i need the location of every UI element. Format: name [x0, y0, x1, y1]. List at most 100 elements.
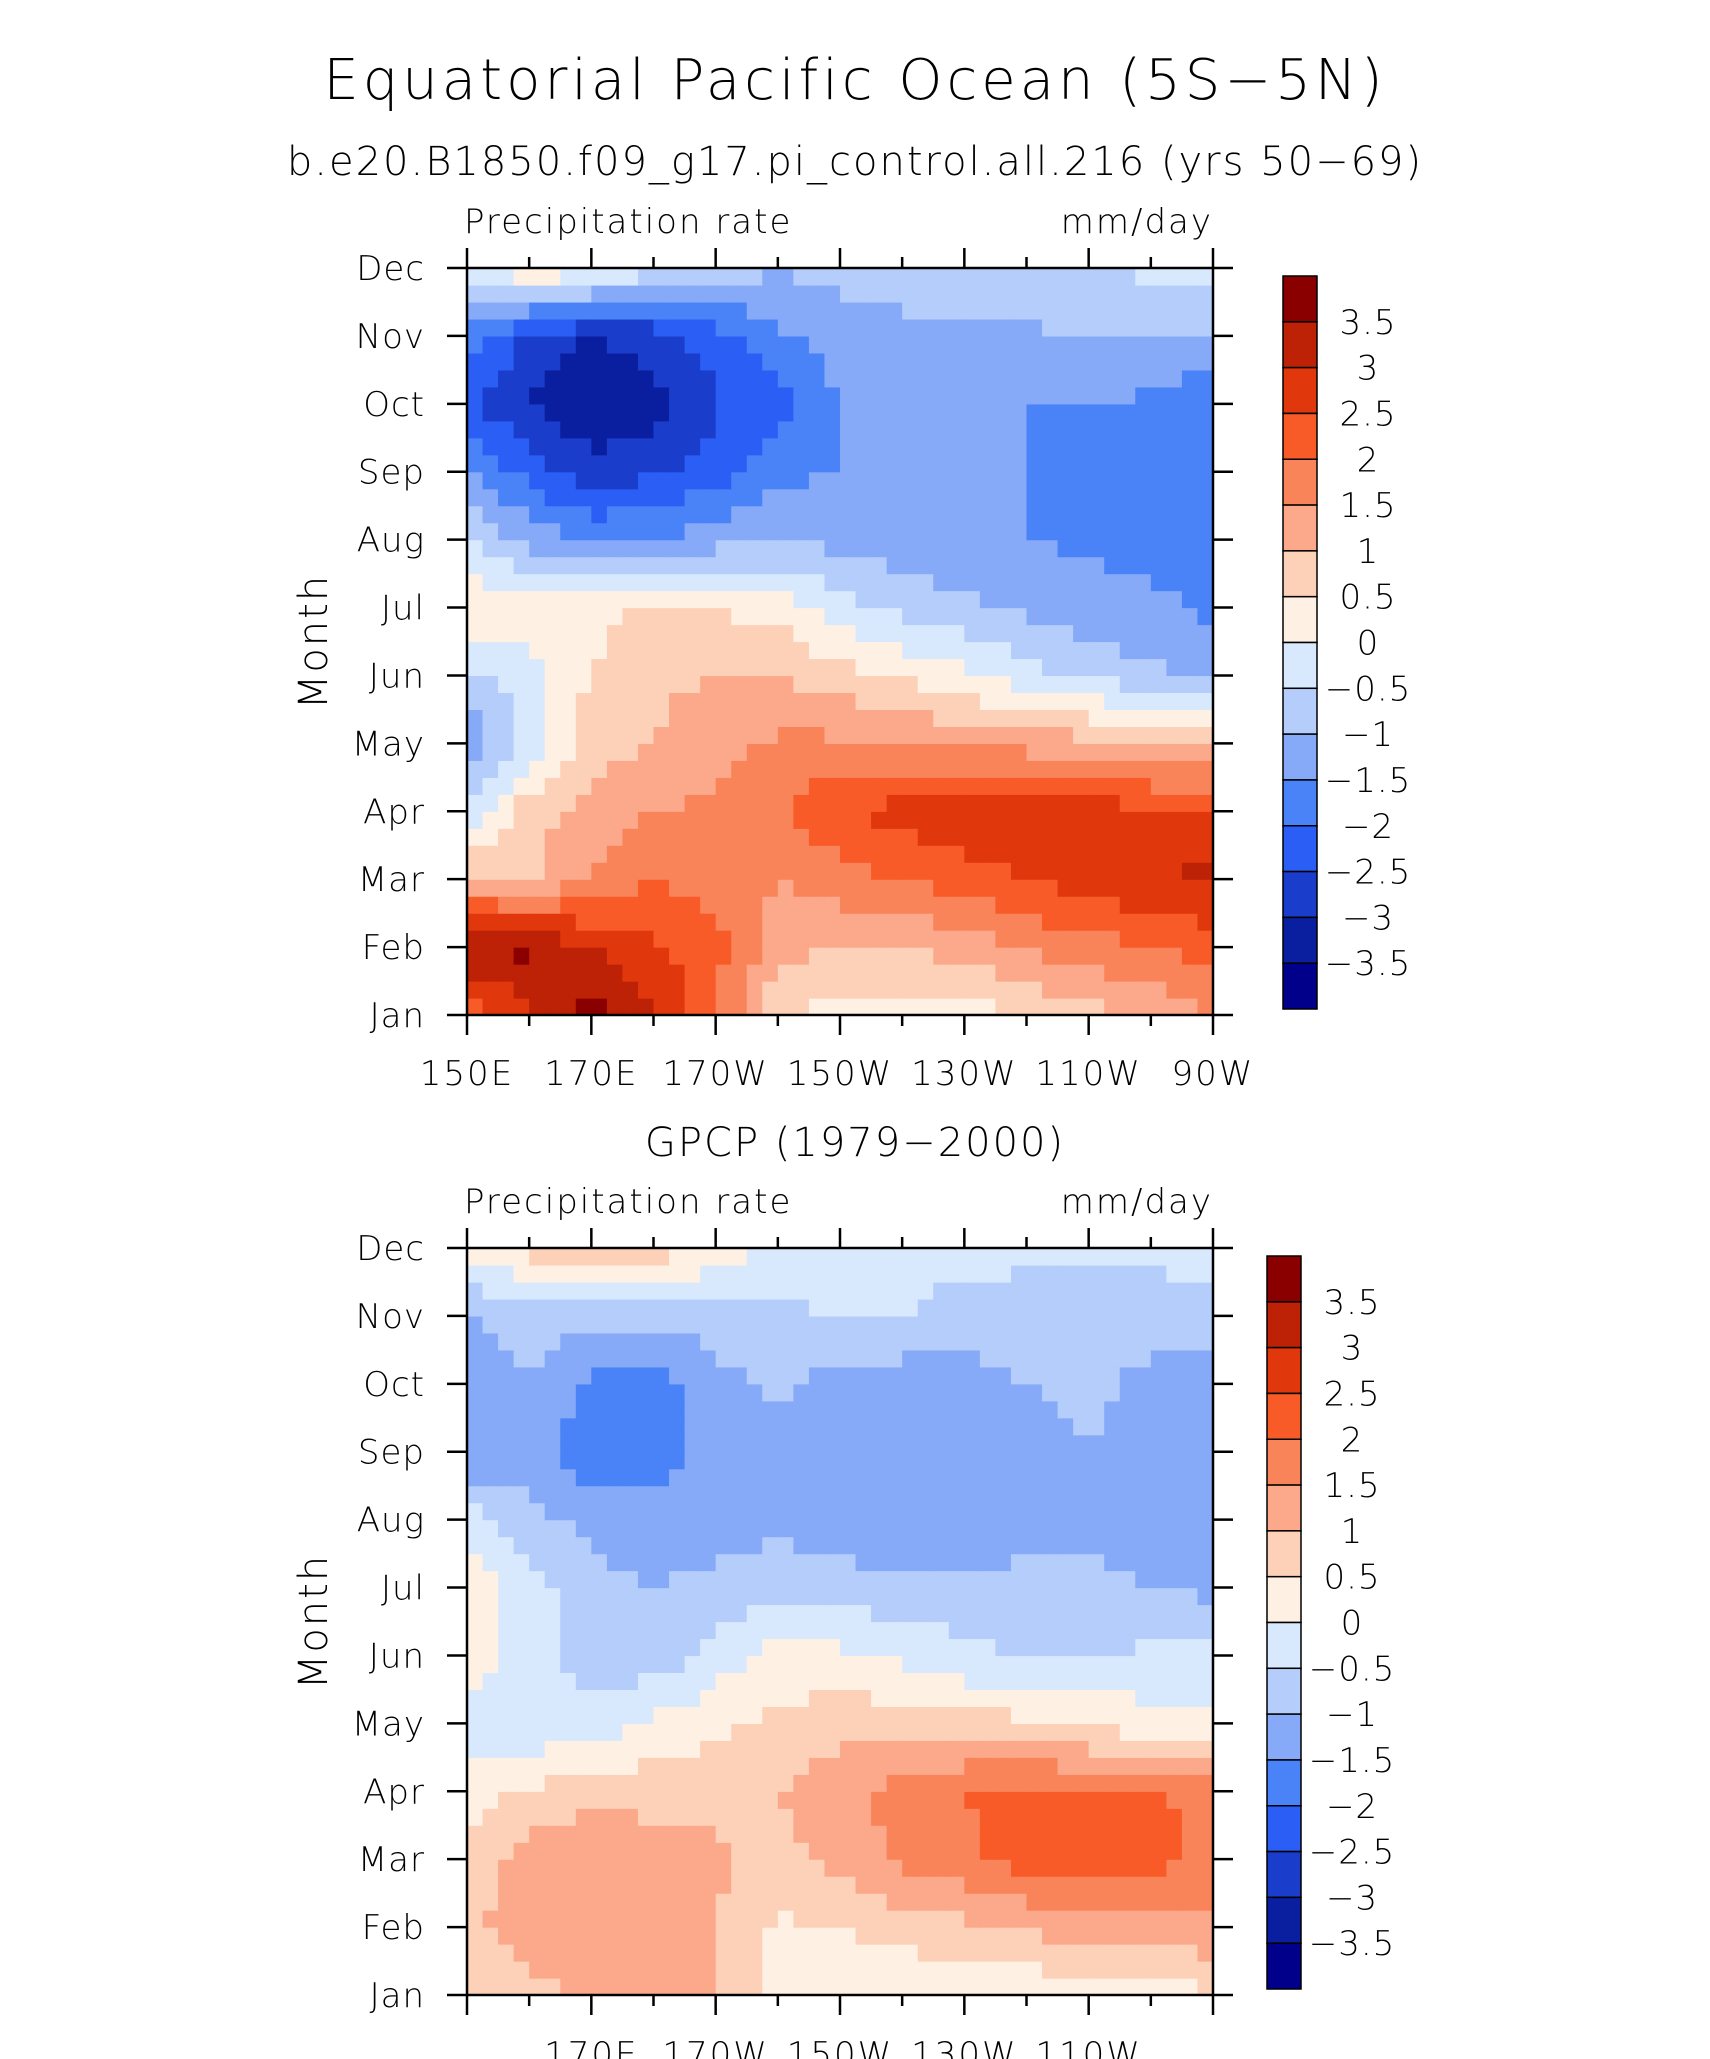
heatmap-cell: [1026, 896, 1043, 914]
heatmap-cell: [467, 1859, 484, 1877]
heatmap-cell: [840, 1248, 857, 1266]
heatmap-cell: [1150, 709, 1167, 727]
heatmap-cell: [731, 403, 748, 422]
heatmap-cell: [840, 1825, 857, 1843]
heatmap-cell: [731, 998, 748, 1015]
heatmap-cell: [560, 1672, 577, 1691]
heatmap-cell: [684, 268, 701, 286]
heatmap-cell: [793, 1944, 810, 1962]
heatmap-cell: [808, 709, 826, 727]
heatmap-cell: [824, 1842, 841, 1860]
heatmap-cell: [622, 488, 639, 507]
heatmap-cell: [1073, 1485, 1090, 1504]
colorbar-box: [1282, 779, 1318, 827]
heatmap-cell: [777, 471, 794, 490]
heatmap-cell: [1042, 1570, 1059, 1589]
heatmap-cell: [684, 964, 701, 982]
heatmap-cell: [777, 505, 794, 524]
heatmap-cell: [824, 1536, 841, 1555]
heatmap-cell: [933, 981, 950, 999]
heatmap-cell: [762, 352, 779, 371]
heatmap-cell: [964, 947, 981, 965]
heatmap-cell: [1104, 726, 1121, 744]
heatmap-cell: [777, 352, 794, 371]
heatmap-cell: [529, 522, 546, 541]
heatmap-cell: [808, 1706, 826, 1724]
heatmap-cell: [1057, 828, 1074, 846]
heatmap-cell: [902, 1536, 919, 1555]
heatmap-cell: [808, 1859, 826, 1877]
heatmap-cell: [684, 1757, 701, 1775]
heatmap-cell: [1197, 522, 1213, 541]
heatmap-cell: [793, 1349, 810, 1368]
heatmap-cell: [1073, 794, 1090, 812]
heatmap-cell: [1119, 1927, 1136, 1945]
heatmap-cell: [606, 1927, 624, 1945]
heatmap-cell: [498, 845, 515, 863]
heatmap-cell: [575, 1468, 592, 1487]
heatmap-cell: [731, 1502, 748, 1521]
heatmap-cell: [1057, 1638, 1074, 1657]
heatmap-cell: [1026, 726, 1043, 744]
heatmap-cell: [669, 1927, 686, 1945]
heatmap-cell: [700, 352, 717, 371]
heatmap-cell: [1104, 658, 1121, 677]
heatmap-cell: [1135, 1366, 1152, 1385]
heatmap-cell: [637, 709, 655, 727]
heatmap-cell: [700, 692, 717, 711]
heatmap-cell: [731, 505, 748, 524]
heatmap-cell: [1088, 862, 1105, 880]
heatmap-cell: [669, 1570, 686, 1589]
heatmap-cell: [467, 981, 484, 999]
heatmap-cell: [948, 624, 965, 643]
heatmap-cell: [513, 1451, 530, 1470]
heatmap-cell: [498, 556, 515, 575]
heatmap-cell: [1042, 284, 1059, 303]
heatmap-cell: [544, 1876, 561, 1894]
heatmap-cell: [591, 403, 608, 422]
heatmap-cell: [793, 879, 810, 897]
heatmap-cell: [933, 505, 950, 524]
heatmap-cell: [498, 590, 515, 609]
heatmap-cell: [1088, 1621, 1105, 1640]
heatmap-cell: [669, 1876, 686, 1894]
heatmap-cell: [653, 471, 670, 490]
heatmap-cell: [653, 420, 670, 439]
heatmap-cell: [1119, 403, 1136, 422]
heatmap-cell: [824, 1604, 841, 1623]
heatmap-cell: [933, 845, 950, 863]
heatmap-cell: [1073, 1315, 1090, 1334]
heatmap-cell: [871, 454, 888, 473]
heatmap-cell: [606, 284, 624, 303]
heatmap-cell: [793, 1468, 810, 1487]
heatmap-cell: [1104, 437, 1121, 456]
heatmap-cell: [917, 692, 934, 711]
heatmap-cell: [1104, 998, 1121, 1015]
heatmap-cell: [777, 488, 794, 507]
heatmap-cell: [917, 268, 934, 286]
heatmap-cell: [933, 1570, 950, 1589]
heatmap-cell: [467, 658, 484, 677]
heatmap-cell: [964, 692, 981, 711]
heatmap-cell: [560, 1910, 577, 1928]
heatmap-cell: [808, 1893, 826, 1911]
heatmap-cell: [995, 1400, 1012, 1419]
heatmap-cell: [544, 1655, 561, 1674]
heatmap-cell: [544, 1400, 561, 1419]
heatmap-cell: [653, 1638, 670, 1657]
heatmap-cell: [1026, 522, 1043, 541]
heatmap-cell: [793, 913, 810, 931]
heatmap-cell: [591, 488, 608, 507]
heatmap-cell: [1150, 998, 1167, 1015]
heatmap-cell: [917, 1808, 934, 1826]
heatmap-cell: [917, 930, 934, 948]
heatmap-cell: [964, 1264, 981, 1283]
heatmap-cell: [979, 335, 997, 354]
heatmap-cell: [917, 1723, 934, 1741]
heatmap-cell: [964, 1349, 981, 1368]
heatmap-cell: [840, 692, 857, 711]
heatmap-cell: [902, 896, 919, 914]
heatmap-cell: [606, 1332, 624, 1351]
heatmap-cell: [575, 1859, 592, 1877]
heatmap-cell: [513, 879, 530, 897]
